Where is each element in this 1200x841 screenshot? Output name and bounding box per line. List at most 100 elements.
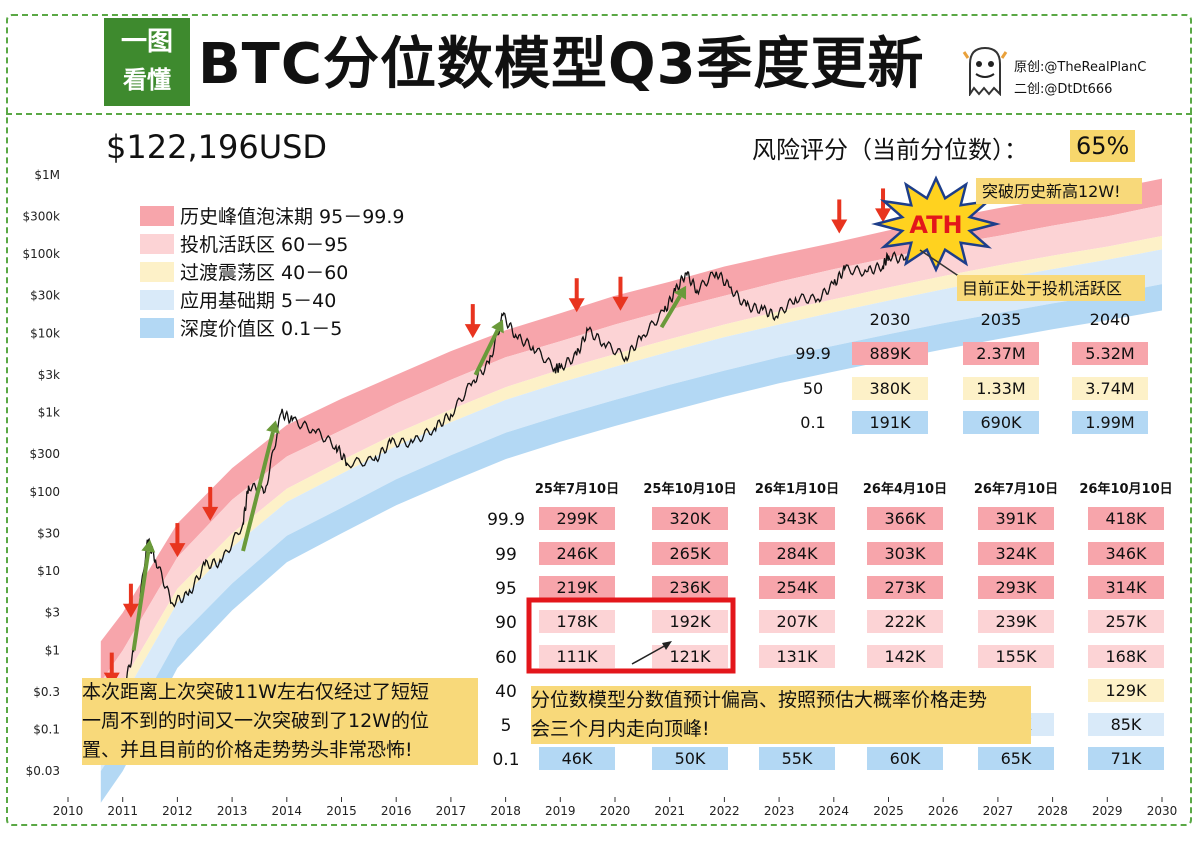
nt-col-header: 26年1月10日 [755,481,839,497]
highlight-pointer [631,643,669,665]
nt-cell-bg [652,507,728,530]
nt-cell: 155K [995,647,1037,666]
lt-cell: 191K [869,413,911,432]
nt-cell: 192K [669,612,711,631]
green-arrow-head [266,420,280,434]
y-tick-label: $100 [29,485,60,499]
note-line: 置、并且目前的价格走势势头非常恐怖! [82,739,413,761]
x-tick-label: 2018 [490,804,521,818]
band-5-40 [100,249,1162,772]
x-tick-label: 2025 [873,804,904,818]
x-tick-label: 2021 [654,804,685,818]
nt-cell-bg [759,576,835,599]
nt-cell-bg [652,542,728,565]
lt-cell: 5.32M [1085,344,1134,363]
nt-cell: 320K [669,509,711,528]
lt-cell: 1.33M [976,379,1025,398]
x-tick-label: 2017 [436,804,467,818]
current-zone-bg [957,275,1145,301]
lt-cell: 380K [869,379,911,398]
x-tick-label: 2012 [162,804,193,818]
x-tick-label: 2019 [545,804,576,818]
nt-cell: 50K [675,749,706,768]
logo-line-1: 一图 [120,27,173,57]
callout-pointer [919,249,961,278]
nt-cell: 314K [1105,578,1147,597]
y-tick-label: $300 [29,447,60,461]
legend-swatch [140,234,174,254]
y-tick-label: $0.1 [33,723,60,737]
green-arrow-head [491,319,504,334]
nt-cell: 168K [1105,647,1147,666]
note-line: 一周不到的时间又一次突破到了12W的位 [82,710,429,732]
nt-cell: 366K [884,509,926,528]
nt-cell-bg [978,542,1054,565]
page-title: BTC分位数模型Q3季度更新 [198,32,925,97]
nt-cell-bg [867,645,943,668]
x-tick-label: 2030 [1147,804,1178,818]
nt-cell: 85K [1111,715,1142,734]
lt-cell: 1.99M [1085,413,1134,432]
nt-cell-bg [539,645,615,668]
nt-cell-bg [1088,679,1164,702]
nt-cell-bg [759,645,835,668]
nt-cell-bg [867,610,943,633]
nt-row-quantile: 90 [495,613,517,633]
nt-cell-bg [759,747,835,770]
nt-cell: 222K [884,612,926,631]
nt-cell: 265K [669,544,711,563]
lt-cell-bg [852,342,928,365]
nt-cell-bg [652,747,728,770]
nt-cell-bg [759,542,835,565]
x-tick-label: 2027 [983,804,1014,818]
nt-cell-bg [1088,747,1164,770]
lt-cell-bg [1072,342,1148,365]
lt-cell-bg [852,377,928,400]
lt-row-quantile: 99.9 [795,344,831,363]
lt-cell: 3.74M [1085,379,1134,398]
nt-cell-bg [978,747,1054,770]
legend-swatch [140,262,174,282]
bottom-mid-note: 分位数模型分数值预计偏高、按照预估大概率价格走势 会三个月内走向顶峰! [531,686,1031,744]
note-line: 本次距离上次突破11W左右仅经过了短短 [82,681,429,703]
nt-cell: 60K [890,749,921,768]
legend-label: 深度价值区 0.1－5 [180,318,342,340]
y-tick-label: $10k [30,326,60,340]
nt-cell-bg [759,507,835,530]
bottom-left-note: 本次距离上次突破11W左右仅经过了短短 一周不到的时间又一次突破到了12W的位 … [82,678,478,765]
band-60-95 [100,204,1162,716]
y-tick-label: $1M [34,168,60,182]
nt-cell: 324K [995,544,1037,563]
nt-cell-bg [539,507,615,530]
lt-col-header: 2040 [1090,310,1131,329]
nt-cell: 303K [884,544,926,563]
nt-cell: 346K [1105,544,1147,563]
nt-cell: 391K [995,509,1037,528]
logo: 一图 看懂 [104,18,190,106]
nt-cell-bg [978,576,1054,599]
x-tick-label: 2013 [217,804,248,818]
nt-cell: 246K [556,544,598,563]
nt-cell: 236K [669,578,711,597]
x-tick-label: 2022 [709,804,740,818]
lt-cell-bg [963,411,1039,434]
nt-cell: 254K [776,578,818,597]
y-tick-label: $0.3 [33,685,60,699]
nt-cell-bg [1088,713,1164,736]
nt-col-header: 25年10月10日 [643,481,736,497]
note-line: 分位数模型分数值预计偏高、按照预估大概率价格走势 [531,689,988,711]
x-tick-label: 2016 [381,804,412,818]
nt-cell-bg [867,576,943,599]
x-tick-label: 2015 [326,804,357,818]
y-tick-label: $100k [23,247,61,261]
nt-cell: 71K [1111,749,1142,768]
band-0-5 [100,284,1162,803]
nt-cell-bg [1088,645,1164,668]
y-tick-label: $1 [45,643,60,657]
credit-second: 二创:@DtDt666 [1014,82,1113,97]
nt-cell: 131K [776,647,818,666]
green-arrow-shaft [241,431,275,552]
note-line: 会三个月内走向顶峰! [531,718,710,740]
nt-cell: 55K [782,749,813,768]
